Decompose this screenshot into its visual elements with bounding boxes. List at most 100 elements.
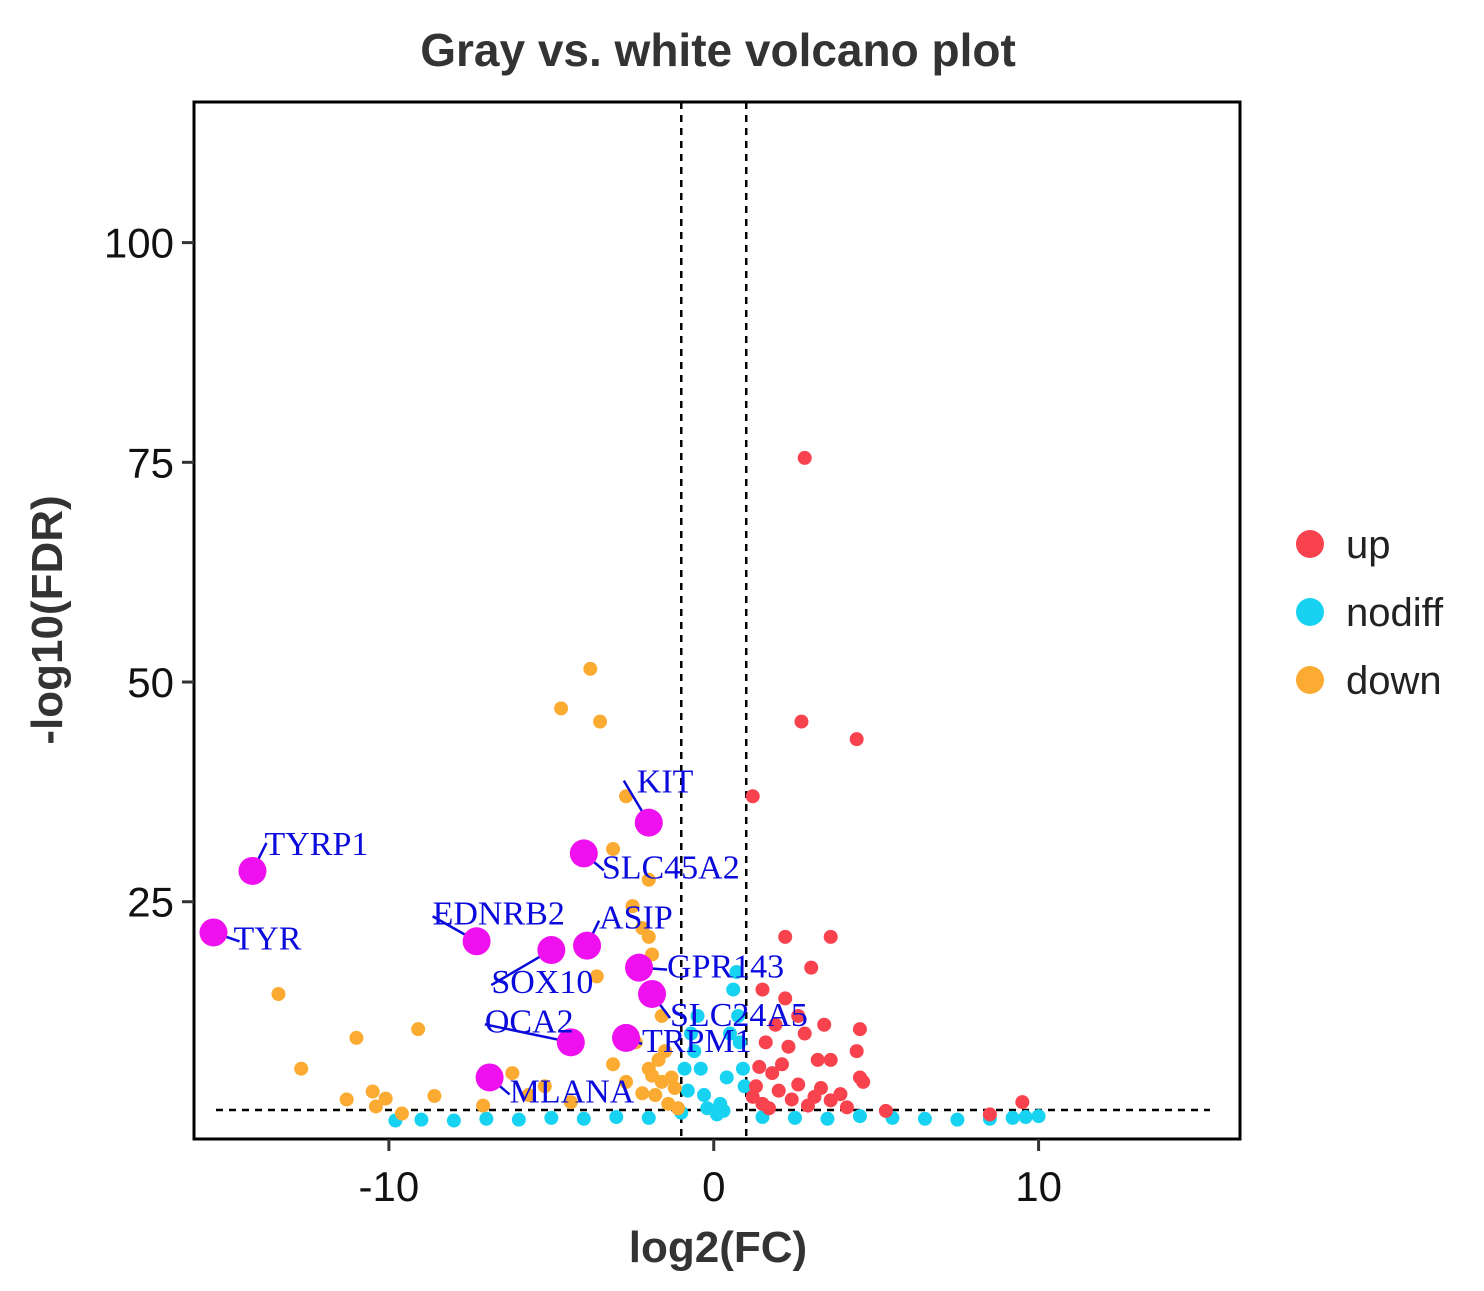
legend-marker-up: [1296, 530, 1324, 558]
point-nodiff: [732, 1035, 747, 1050]
point-down: [554, 701, 569, 716]
y-axis: 25 50 75 100: [104, 220, 194, 926]
point-nodiff: [852, 1109, 867, 1124]
point-nodiff: [719, 1070, 734, 1085]
y-axis-title: -log10(FDR): [23, 495, 72, 744]
point-down: [593, 714, 608, 729]
point-down: [294, 1061, 309, 1076]
point-up: [778, 929, 793, 944]
point-up: [849, 732, 864, 747]
highlighted-gene-point: [537, 936, 566, 965]
highlighted-gene-point: [638, 979, 667, 1008]
point-down: [521, 1088, 536, 1103]
point-up: [752, 1059, 767, 1074]
point-down: [378, 1091, 393, 1106]
point-down: [394, 1106, 409, 1121]
legend-label-up: up: [1346, 523, 1391, 567]
point-up: [771, 1083, 786, 1098]
gene-label: TRPM1: [642, 1023, 752, 1060]
point-down: [645, 1068, 660, 1083]
legend-marker-down: [1296, 666, 1324, 694]
point-up: [800, 1098, 815, 1113]
point-up: [745, 1089, 760, 1104]
point-nodiff: [609, 1110, 624, 1125]
gene-label: TYRP1: [264, 826, 368, 863]
point-up: [794, 714, 809, 729]
point-nodiff: [690, 1008, 705, 1023]
point-up: [878, 1103, 893, 1118]
point-down: [641, 872, 656, 887]
gene-label: SOX10: [491, 964, 593, 1001]
highlighted-gene-point: [238, 856, 267, 885]
point-nodiff: [1005, 1110, 1020, 1125]
data-points: [271, 450, 1046, 1128]
point-nodiff: [737, 1079, 752, 1094]
point-down: [651, 1052, 666, 1067]
point-up: [748, 1079, 763, 1094]
x-axis: -10 0 10: [359, 1139, 1062, 1210]
gene-label: MLANA: [510, 1073, 635, 1110]
legend-marker-nodiff: [1296, 598, 1324, 626]
point-down: [563, 1095, 578, 1110]
point-up: [765, 1066, 780, 1081]
point-nodiff: [693, 1061, 708, 1076]
point-nodiff: [414, 1112, 429, 1127]
point-down: [368, 1099, 383, 1114]
point-nodiff: [697, 1088, 712, 1103]
point-up: [781, 1039, 796, 1054]
point-down: [619, 789, 634, 804]
point-down: [667, 1081, 682, 1096]
point-nodiff: [950, 1112, 965, 1127]
point-up: [839, 1100, 854, 1115]
point-up: [804, 960, 819, 975]
legend-label-nodiff: nodiff: [1346, 591, 1444, 635]
plot-border: [192, 100, 1242, 1141]
point-nodiff: [735, 1061, 750, 1076]
y-tick-label: 100: [104, 220, 174, 267]
point-down: [654, 1008, 669, 1023]
gene-label: ASIP: [599, 900, 673, 937]
point-down: [349, 1030, 364, 1045]
point-nodiff: [710, 1107, 724, 1122]
point-nodiff: [687, 1044, 702, 1059]
x-tick-label: 0: [702, 1163, 725, 1210]
point-nodiff: [576, 1111, 591, 1126]
point-nodiff: [544, 1110, 559, 1125]
chart-title: Gray vs. white volcano plot: [420, 24, 1016, 76]
point-down: [606, 841, 621, 856]
point-down: [476, 1098, 491, 1113]
legend-label-down: down: [1346, 659, 1442, 703]
highlighted-gene-point: [625, 953, 654, 982]
point-up: [758, 1035, 773, 1050]
point-nodiff: [677, 1061, 692, 1076]
point-up: [755, 982, 770, 997]
point-nodiff: [722, 1026, 737, 1041]
point-down: [365, 1084, 380, 1099]
gene-label: SLC45A2: [602, 849, 740, 886]
gene-label: SLC24A5: [670, 997, 808, 1034]
gene-label: TYR: [233, 920, 301, 957]
highlighted-gene-point: [199, 918, 228, 947]
point-down: [606, 1057, 621, 1072]
point-up: [810, 1052, 825, 1067]
point-down: [671, 1101, 686, 1116]
point-up: [797, 450, 812, 465]
highlighted-gene-point: [462, 927, 491, 956]
highlighted-gene-point: [475, 1063, 504, 1092]
x-axis-title: log2(FC): [629, 1223, 807, 1272]
point-up: [823, 1052, 838, 1067]
point-up: [784, 1092, 799, 1107]
point-nodiff: [511, 1112, 526, 1127]
point-nodiff: [641, 1110, 656, 1125]
legend: up nodiff down: [1296, 523, 1444, 703]
point-down: [648, 1088, 663, 1103]
point-up: [797, 1026, 812, 1041]
point-down: [427, 1088, 442, 1103]
point-up: [982, 1107, 997, 1122]
point-up: [852, 1022, 867, 1037]
plot-background: [194, 102, 1240, 1139]
point-nodiff: [479, 1111, 494, 1126]
point-up: [745, 789, 760, 804]
point-down: [589, 969, 604, 984]
